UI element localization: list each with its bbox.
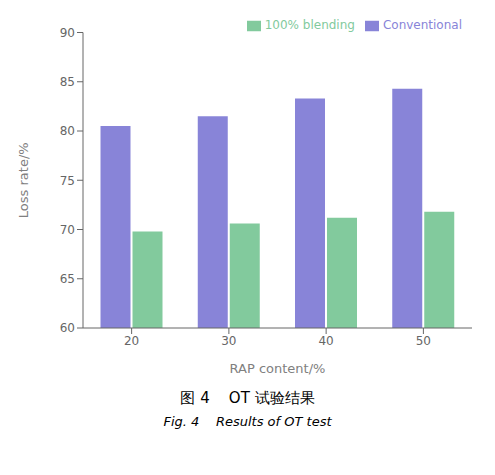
svg-text:70: 70 [60, 223, 75, 237]
svg-text:85: 85 [60, 75, 75, 89]
html-text:Fig. 4 Results of OT test: Fig. 4 Results of OT test [163, 414, 332, 429]
svg-text:20: 20 [124, 334, 139, 348]
svg-text:80: 80 [60, 124, 75, 138]
html-text:100% blending: 100% blending [264, 18, 355, 32]
svg-text:90: 90 [60, 26, 75, 40]
svg-text:RAP content/%: RAP content/% [230, 361, 326, 376]
svg-text:40: 40 [318, 334, 333, 348]
html-text:图 4 OT 试验结果: 图 4 OT 试验结果 [180, 389, 315, 407]
svg-text:50: 50 [416, 334, 431, 348]
svg-text:75: 75 [60, 174, 75, 188]
svg-text:30: 30 [221, 334, 236, 348]
html-text:Conventional: Conventional [382, 18, 462, 32]
svg-text:60: 60 [60, 321, 75, 335]
svg-text:65: 65 [60, 272, 75, 286]
svg-text:Loss rate/%: Loss rate/% [16, 142, 31, 218]
